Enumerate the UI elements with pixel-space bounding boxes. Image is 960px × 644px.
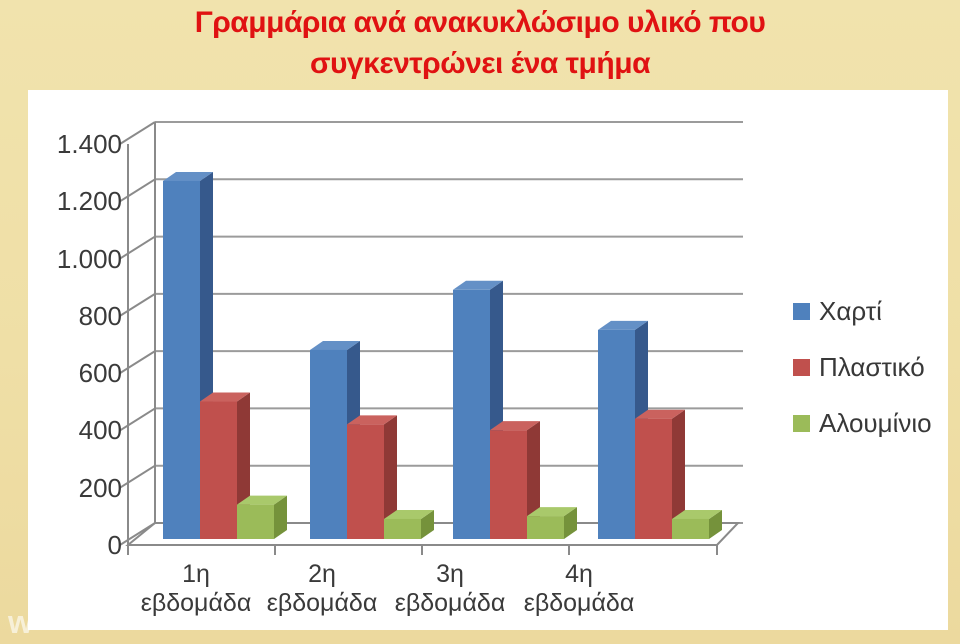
legend-item-paper: Χαρτί xyxy=(793,296,932,326)
bar-plastic-week3-top xyxy=(490,421,540,431)
chart-title-line-2: συγκεντρώνει ένα τμήμα xyxy=(309,47,651,80)
y-axis-tick xyxy=(119,407,156,432)
x-axis-label-line2: εβδομάδα xyxy=(523,589,635,617)
x-axis-label-week-3: 3η εβδομάδα xyxy=(365,560,535,618)
legend-label-aluminium: Αλουμίνιο xyxy=(819,407,932,438)
bar-aluminium-week2 xyxy=(384,518,421,539)
bar-plastic-week2-side xyxy=(384,415,397,539)
x-axis-label-week-1: 1η εβδομάδα xyxy=(111,560,281,618)
bar-paper-week4 xyxy=(598,329,635,539)
x-axis-label-line2: εβδομάδα xyxy=(266,589,378,617)
bar-plastic-week2-top xyxy=(347,415,397,425)
bar-aluminium-week4-side xyxy=(709,509,722,539)
bar-aluminium-week1 xyxy=(237,504,274,539)
bar-aluminium-week2-top xyxy=(384,509,434,519)
x-axis-label-line1: 1η xyxy=(182,560,210,588)
x-axis-label-week-2: 2η εβδομάδα xyxy=(237,560,407,618)
y-axis-label-800: 800 xyxy=(78,300,122,331)
y-axis-label-400: 400 xyxy=(78,415,122,446)
chart-legend: Χαρτί Πλαστικό Αλουμίνιο xyxy=(793,296,932,464)
x-axis-label-line2: εβδομάδα xyxy=(394,589,506,617)
y-axis-tick xyxy=(119,178,156,203)
legend-item-plastic: Πλαστικό xyxy=(793,352,932,382)
y-axis-label-600: 600 xyxy=(78,358,122,389)
x-axis-label-line1: 3η xyxy=(436,560,464,588)
legend-swatch-plastic xyxy=(793,358,810,376)
bar-aluminium-week2-side xyxy=(421,509,434,539)
y-axis-label-1.000: 1.000 xyxy=(56,243,122,274)
bar-aluminium-week1-side xyxy=(274,495,287,539)
y-axis-label-1.200: 1.200 xyxy=(56,186,122,217)
x-axis-label-line1: 2η xyxy=(308,560,336,588)
legend-label-plastic: Πλαστικό xyxy=(819,351,925,382)
watermark: w xyxy=(8,604,33,640)
y-axis-label-200: 200 xyxy=(78,472,122,503)
bar-aluminium-week1-top xyxy=(237,495,287,505)
bar-paper-week1 xyxy=(163,180,200,539)
chart-area: 0 200 400 600 800 1.000 1.200 1.400 1η εβδομάδα 2… xyxy=(28,90,948,630)
bar-plastic-week1-top xyxy=(200,392,250,402)
y-axis-tick xyxy=(119,522,156,546)
y-axis-tick xyxy=(119,350,156,374)
y-axis-label-1.400: 1.400 xyxy=(56,129,122,159)
bar-paper-week3-top xyxy=(453,280,503,290)
bar-aluminium-week3 xyxy=(527,516,564,539)
bar-plastic-week2 xyxy=(347,424,384,539)
bar-aluminium-week3-top xyxy=(527,507,577,517)
bar-plastic-week4 xyxy=(635,418,672,539)
legend-item-aluminium: Αλουμίνιο xyxy=(793,408,932,438)
bar-paper-week3 xyxy=(453,289,490,539)
chart-title: Γραμμάρια ανά ανακυκλώσιμο υλικό που συγ… xyxy=(0,2,960,84)
bar-paper-week2 xyxy=(310,349,347,539)
bar-plastic-week1 xyxy=(200,401,237,539)
y-axis-tick xyxy=(119,464,156,489)
y-axis-tick xyxy=(119,235,156,260)
bar-aluminium-week4 xyxy=(672,518,709,539)
chart-title-line-1: Γραμμάρια ανά ανακυκλώσιμο υλικό που xyxy=(194,6,766,39)
bar-paper-week4-top xyxy=(598,320,648,330)
legend-swatch-paper xyxy=(793,302,810,320)
y-axis-label-0: 0 xyxy=(107,530,122,560)
legend-label-paper: Χαρτί xyxy=(819,295,882,326)
bar-aluminium-week4-top xyxy=(672,509,722,519)
bar-plastic-week4-side xyxy=(672,409,685,539)
bar-aluminium-week3-side xyxy=(564,507,577,539)
chart-canvas xyxy=(119,121,743,555)
x-axis-label-line2: εβδομάδα xyxy=(140,589,252,617)
bar-plastic-week3 xyxy=(490,430,527,539)
y-axis-tick xyxy=(119,293,156,317)
legend-swatch-aluminium xyxy=(793,414,810,432)
x-axis-label-line1: 4η xyxy=(565,560,593,588)
bar-paper-week1-top xyxy=(163,171,213,181)
x-axis-label-week-4: 4η εβδομάδα xyxy=(494,560,664,618)
y-axis-tick xyxy=(119,121,156,145)
bar-paper-week2-top xyxy=(310,340,360,350)
bar-plastic-week4-top xyxy=(635,409,685,419)
